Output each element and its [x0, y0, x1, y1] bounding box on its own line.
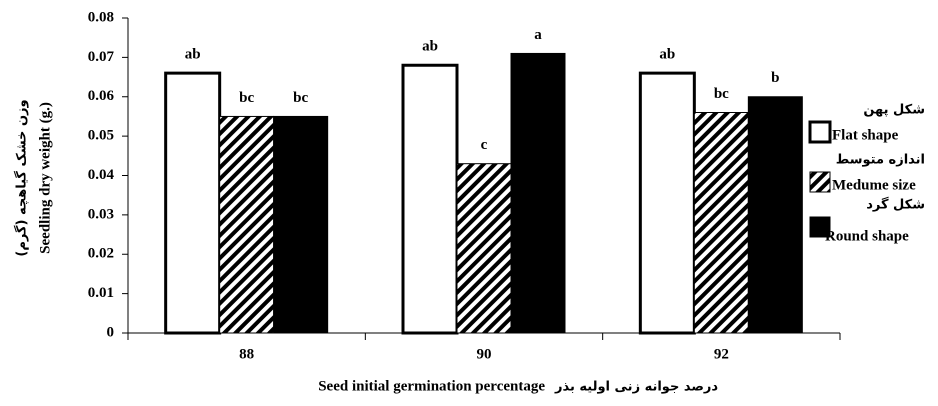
- bar: [401, 63, 459, 335]
- bar: [693, 112, 749, 334]
- y-tick-label: 0.04: [88, 167, 115, 183]
- bar: [638, 71, 696, 335]
- bar: [219, 115, 275, 334]
- y-tick-label: 0.02: [88, 246, 114, 262]
- bar-letter: a: [534, 27, 542, 43]
- legend-label-fa: شکل گرد: [866, 197, 925, 213]
- x-tick-label: 90: [477, 346, 492, 362]
- y-tick-label: 0.07: [88, 49, 115, 65]
- legend-label: Flat shape: [832, 127, 899, 143]
- bar-letter: c: [481, 137, 488, 153]
- y-tick-label: 0.05: [88, 128, 114, 144]
- legend-label-fa: شکل پهن: [863, 103, 925, 118]
- y-tick-label: 0.03: [88, 206, 114, 222]
- y-tick-label: 0.06: [88, 88, 115, 104]
- bar: [747, 96, 803, 334]
- bar: [510, 52, 566, 334]
- x-tick-label: 88: [239, 346, 254, 362]
- legend-swatch: [809, 171, 831, 193]
- y-axis-title-fa: وزن خشک گیاهچه (گرم): [14, 99, 30, 256]
- y-axis-title: Seedling dry weight (g.): [37, 102, 53, 254]
- bar: [456, 163, 512, 334]
- legend-swatch: [809, 216, 831, 238]
- y-tick-label: 0: [107, 324, 115, 340]
- y-tick-label: 0.01: [88, 285, 114, 301]
- bar-letter: bc: [714, 86, 729, 102]
- x-axis-title: Seed initial germination percentage: [318, 378, 545, 394]
- x-axis-title-fa: درصد جوانه زنی اولیه بذر: [554, 380, 718, 395]
- x-tick-label: 92: [714, 346, 729, 362]
- bar-letter: ab: [422, 39, 438, 55]
- bar: [164, 71, 222, 335]
- legend-label-fa: اندازه متوسط: [836, 153, 925, 168]
- legend-label: Medume size: [832, 177, 916, 193]
- bar-letter: ab: [659, 47, 675, 63]
- legend-swatch: [808, 120, 832, 144]
- y-tick-label: 0.08: [88, 9, 114, 25]
- bar: [273, 115, 329, 334]
- bar-letter: bc: [239, 90, 254, 106]
- bar-letter: ab: [185, 47, 201, 63]
- legend-label: Round shape: [825, 228, 909, 244]
- bar-letter: bc: [293, 90, 308, 106]
- bar-letter: b: [771, 70, 779, 86]
